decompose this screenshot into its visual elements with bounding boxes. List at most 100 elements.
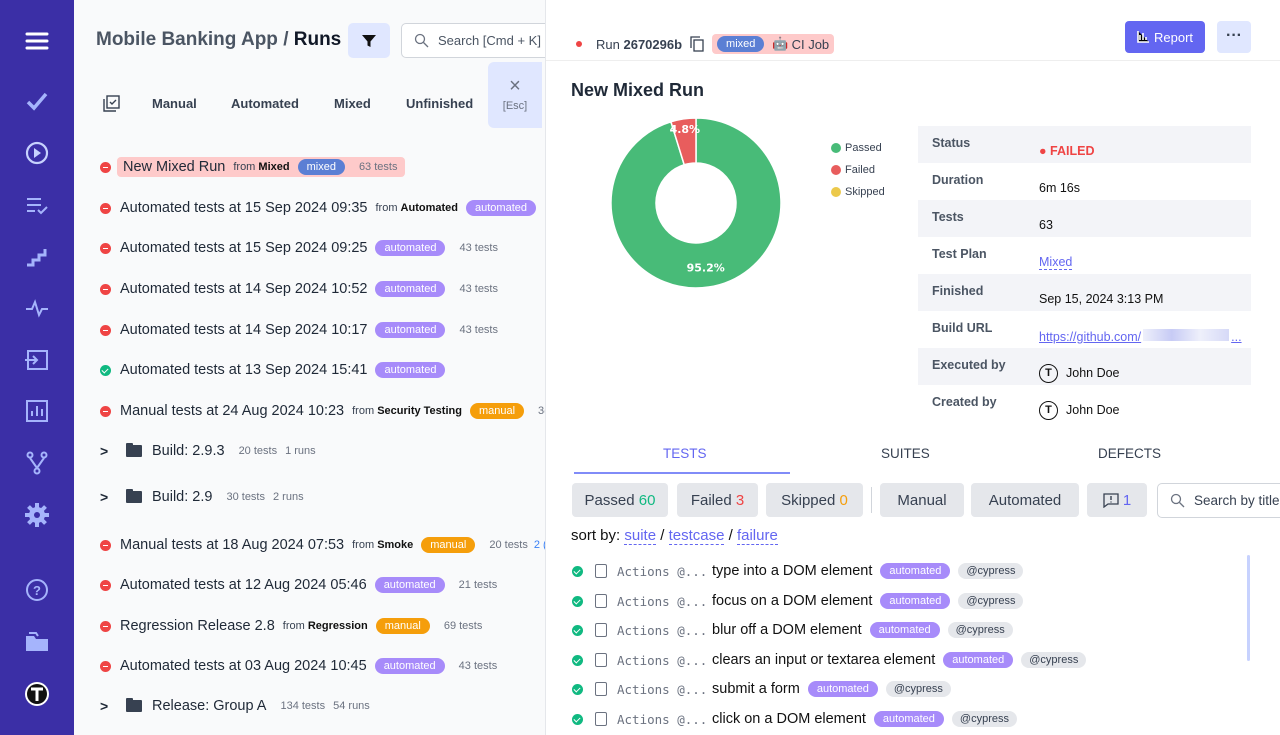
run-title: New Mixed Run (123, 159, 226, 175)
failed-status-icon (100, 660, 111, 672)
run-list-item[interactable]: Manual tests at 24 Aug 2024 10:23 from Se… (100, 399, 545, 423)
sort-failure-link[interactable]: failure (736, 527, 778, 545)
chart-icon[interactable] (22, 396, 52, 426)
run-group-folder[interactable]: > Release: Group A 134 tests 54 runs (100, 698, 370, 714)
run-list-item[interactable]: Automated tests at 14 Sep 2024 10:17 auto… (100, 318, 498, 342)
close-panel-button[interactable]: × [Esc] (488, 62, 542, 128)
automated-tag: automated (873, 711, 944, 727)
run-list-item[interactable]: Automated tests at 12 Aug 2024 05:46 auto… (100, 573, 497, 597)
run-type-tag: automated (466, 200, 536, 216)
check-icon[interactable] (22, 86, 52, 116)
run-list-item[interactable]: Automated tests at 13 Sep 2024 15:41 auto… (100, 358, 446, 382)
folder-icon[interactable] (22, 627, 52, 657)
test-suite: Actions @... (617, 563, 708, 579)
automated-tag: automated (943, 652, 1014, 668)
gear-icon[interactable] (22, 500, 52, 530)
slice-failed[interactable] (670, 117, 697, 166)
tab-mixed[interactable]: Mixed (334, 96, 371, 111)
list-check-icon[interactable] (22, 190, 52, 220)
run-test-count: 43 tests (458, 660, 498, 672)
run-list-item[interactable]: Automated tests at 03 Aug 2024 10:45 auto… (100, 654, 497, 678)
test-row[interactable]: Actions @... click on a DOM element automa… (572, 709, 1017, 729)
tab-tests[interactable]: TESTS (663, 446, 707, 461)
clipboard-icon (595, 682, 607, 696)
more-options-button[interactable]: ··· (1217, 21, 1251, 53)
import-icon[interactable] (22, 345, 52, 375)
build-url-link[interactable]: https://github.com/... (1039, 328, 1242, 344)
comments-filter-button[interactable]: 1 (1087, 483, 1147, 517)
branch-icon[interactable] (22, 448, 52, 478)
failed-status-icon (100, 283, 111, 295)
copy-icon[interactable] (690, 36, 704, 52)
report-button[interactable]: Report (1125, 21, 1205, 53)
breadcrumb: Mobile Banking App / Runs (96, 29, 341, 51)
legend-item-failed[interactable]: Failed (831, 159, 885, 181)
tab-automated[interactable]: Automated (231, 96, 299, 111)
sort-testcase-link[interactable]: testcase (668, 527, 725, 545)
chevron-right-icon[interactable]: > (100, 698, 109, 714)
test-suite: Actions @... (617, 652, 708, 668)
svg-text:?: ? (33, 583, 41, 598)
run-list-item[interactable]: New Mixed Run from Mixed mixed 63 tests (100, 155, 406, 179)
play-icon[interactable] (22, 138, 52, 168)
close-icon: × (509, 75, 521, 97)
filter-skipped-button[interactable]: Skipped 0 (766, 483, 863, 517)
run-type-tag: automated (375, 322, 446, 338)
filter-button[interactable] (348, 23, 390, 58)
test-row[interactable]: Actions @... blur off a DOM element automa… (572, 620, 1013, 640)
comment-icon (1103, 492, 1119, 508)
scrollbar[interactable] (1247, 555, 1250, 661)
run-list-item[interactable]: Automated tests at 15 Sep 2024 09:35 from… (100, 196, 536, 220)
run-source: from Mixed (233, 161, 289, 173)
run-list-item[interactable]: Automated tests at 15 Sep 2024 09:25 auto… (100, 236, 498, 260)
legend-item-skipped[interactable]: Skipped (831, 181, 885, 203)
search-input[interactable]: Search [Cmd + K] (401, 23, 545, 58)
sort-suite-link[interactable]: suite (624, 527, 657, 545)
run-group-folder[interactable]: > Build: 2.9.3 20 tests 1 runs (100, 443, 316, 459)
legend-item-passed[interactable]: Passed (831, 137, 885, 159)
testomat-logo-icon[interactable] (22, 679, 52, 709)
run-type-tag: mixed (297, 159, 345, 175)
comments-count: 1 (1122, 491, 1132, 509)
run-group-folder[interactable]: > Build: 2.9 30 tests 2 runs (100, 489, 304, 505)
group-test-count: 30 tests (226, 491, 265, 503)
run-list-item[interactable]: Regression Release 2.8 from Regression man… (100, 614, 482, 638)
test-plan-link[interactable]: Mixed (1039, 254, 1073, 270)
test-row[interactable]: Actions @... focus on a DOM element automa… (572, 591, 1024, 611)
steps-icon[interactable] (22, 242, 52, 272)
select-runs-icon[interactable] (102, 95, 120, 116)
run-test-count: 21 tests (458, 579, 498, 591)
filter-passed-button[interactable]: Passed 60 (572, 483, 668, 517)
test-search-input[interactable]: Search by title (1157, 483, 1280, 518)
tab-defects[interactable]: DEFECTS (1098, 446, 1162, 461)
divider (871, 487, 872, 513)
run-list-item[interactable]: Automated tests at 14 Sep 2024 10:52 auto… (100, 277, 498, 301)
run-extra: 2 ( (533, 539, 545, 551)
test-row[interactable]: Actions @... clears an input or textarea … (572, 650, 1087, 670)
run-title: Automated tests at 12 Aug 2024 05:46 (120, 577, 367, 593)
tab-suites[interactable]: SUITES (881, 446, 930, 461)
breadcrumb-project[interactable]: Mobile Banking App (96, 29, 278, 50)
filter-manual-button[interactable]: Manual (880, 483, 964, 517)
robot-icon: 🤖 (772, 36, 789, 51)
tab-unfinished[interactable]: Unfinished (406, 96, 474, 111)
slice-passed[interactable] (610, 117, 782, 289)
source-plan: Security Testing (377, 405, 462, 417)
tab-manual[interactable]: Manual (152, 96, 197, 111)
test-row[interactable]: Actions @... type into a DOM element autom… (572, 561, 1024, 581)
pulse-icon[interactable] (22, 293, 52, 323)
sort-label: sort by: (571, 527, 621, 544)
run-detail-panel: Run 2670296b mixed 🤖 CI Job Report ··· New… (545, 0, 1280, 735)
filter-failed-button[interactable]: Failed 3 (677, 483, 758, 517)
test-row[interactable]: Actions @... submit a form automated @cypre… (572, 679, 951, 699)
automated-tag: automated (880, 563, 951, 579)
chevron-right-icon[interactable]: > (100, 489, 109, 505)
failed-status-icon (100, 539, 111, 551)
filter-automated-button[interactable]: Automated (971, 483, 1079, 517)
help-icon[interactable]: ? (22, 575, 52, 605)
detail-row: Created by T John Doe (918, 385, 1251, 422)
menu-icon[interactable] (22, 26, 52, 56)
run-title: Automated tests at 15 Sep 2024 09:35 (120, 200, 368, 216)
run-list-item[interactable]: Manual tests at 18 Aug 2024 07:53 from Sm… (100, 533, 545, 557)
chevron-right-icon[interactable]: > (100, 443, 109, 459)
